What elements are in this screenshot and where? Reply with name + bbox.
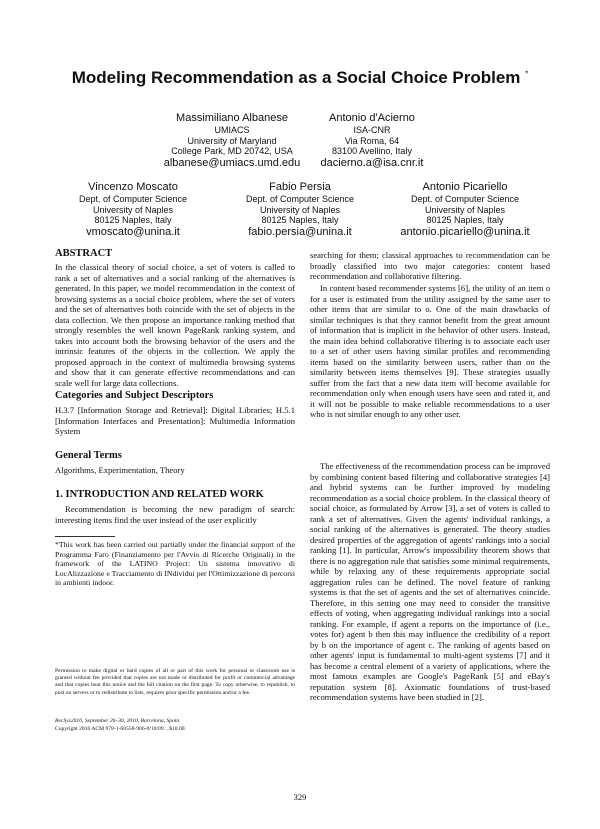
author-affiliation: University of Naples <box>92 204 174 215</box>
author-affiliation: College Park, MD 20742, USA <box>171 146 293 156</box>
author-affiliation: Dept. of Computer Science <box>245 194 355 204</box>
paragraph: searching for them; classical approaches… <box>310 250 550 281</box>
copyright: Copyright 2010 ACM 978-1-60558-906-0/10/… <box>55 726 186 732</box>
author-affiliation: 80125 Naples, Italy <box>426 215 504 225</box>
author-affiliation: Via Roma, 64 <box>344 135 400 146</box>
section-heading: General Terms <box>55 450 122 461</box>
author-name: Fabio Persia <box>269 181 331 193</box>
conference: RecSys2010, September 26–30, 2010, Barce… <box>55 718 181 724</box>
footnote: *This work has been carried out partiall… <box>55 540 295 588</box>
general-terms-text: Algorithms, Experimentation, Theory <box>55 465 185 475</box>
section-heading: Categories and Subject Descriptors <box>55 390 214 401</box>
author-block: Fabio Persia Dept. of Computer Science Uni… <box>205 181 395 239</box>
author-affiliation: UMIACS <box>214 125 250 135</box>
author-name: Massimiliano Albanese <box>176 112 288 124</box>
paragraph: Recommendation is becoming the new parad… <box>55 504 295 525</box>
title: Modeling Recommendation as a Social Choi… <box>71 68 521 87</box>
author-name: Vincenzo Moscato <box>88 181 178 193</box>
author-affiliation: 83100 Avellino, Italy <box>332 146 412 156</box>
author-affiliation: Dept. of Computer Science <box>78 194 188 204</box>
permission: Permission to make digital or hard copie… <box>55 668 295 696</box>
author-email: fabio.persia@unina.it <box>248 225 352 238</box>
categories-text: H.3.7 [Information Storage and Retrieval… <box>55 405 295 436</box>
author-affiliation: University of Naples <box>259 204 341 215</box>
author-name: Antonio d'Acierno <box>329 112 415 124</box>
section-heading: ABSTRACT <box>55 248 113 259</box>
author-affiliation: 80125 Naples, Italy <box>261 215 339 225</box>
author-block: Massimiliano Albanese UMIACS University of… <box>137 112 327 170</box>
author-affiliation: University of Naples <box>424 204 506 215</box>
footnote-rule <box>55 536 115 537</box>
author-block: Vincenzo Moscato Dept. of Computer Scienc… <box>38 181 228 239</box>
title-mark: * <box>525 69 529 79</box>
author-affiliation: University of Maryland <box>187 135 277 146</box>
paragraph: The effectiveness of the recommendation … <box>310 461 550 702</box>
author-email: albanese@umiacs.umd.edu <box>163 156 301 169</box>
author-email: antonio.picariello@unina.it <box>400 225 530 238</box>
title-wrap: Modeling Recommendation as a Social Choi… <box>0 68 600 88</box>
author-block: Antonio d'Acierno ISA-CNR Via Roma, 64 8310… <box>277 112 467 170</box>
author-affiliation: Dept. of Computer Science <box>410 194 520 204</box>
author-email: vmoscato@unina.it <box>86 225 180 238</box>
page-number: 329 <box>293 792 307 802</box>
author-affiliation: ISA-CNR <box>353 125 391 135</box>
author-name: Antonio Picariello <box>422 181 508 193</box>
author-block: Antonio Picariello Dept. of Computer Scie… <box>370 181 560 239</box>
author-email: dacierno.a@isa.cnr.it <box>320 156 424 169</box>
paragraph: In content based recommender systems [6]… <box>310 283 550 419</box>
author-affiliation: 80125 Naples, Italy <box>94 215 172 225</box>
abstract-text: In the classical theory of social choice… <box>55 262 295 388</box>
section-heading: 1. INTRODUCTION AND RELATED WORK <box>55 489 264 500</box>
